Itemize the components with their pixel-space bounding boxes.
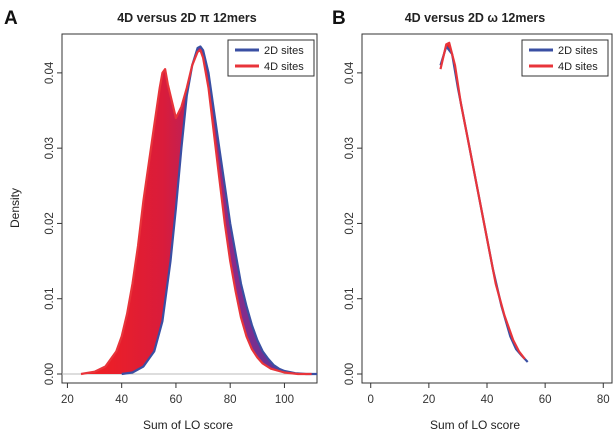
- series-line-4d-sites: [439, 41, 526, 360]
- legend-box: [521, 39, 609, 77]
- x-tick-label: 0: [368, 394, 374, 406]
- panel-a-frame: [61, 33, 318, 384]
- x-tick-label: 20: [61, 394, 74, 406]
- x-tick-label: 80: [224, 394, 237, 406]
- legend-box: [227, 39, 315, 77]
- panel-b-y-axis: 0.00 0.01 0.02 0.03 0.04: [344, 61, 362, 385]
- panel-letter-b: B: [332, 8, 346, 29]
- panel-a-xlabel: Sum of LO score: [143, 418, 233, 432]
- panel-a-series-lines: [80, 45, 317, 376]
- legend-label-2d: 2D sites: [558, 45, 598, 57]
- panel-a-title: 4D versus 2D π 12mers: [117, 11, 257, 25]
- y-tick-label: 0.03: [44, 137, 56, 159]
- series-line-2d-sites: [439, 45, 529, 363]
- density-difference-fill: [81, 46, 317, 374]
- y-tick-label: 0.01: [44, 288, 56, 310]
- x-tick-label: 100: [275, 394, 294, 406]
- legend-label-4d: 4D sites: [558, 61, 598, 73]
- series-line-4d-sites: [80, 49, 312, 376]
- y-tick-label: 0.03: [344, 137, 356, 159]
- panel-b-title: 4D versus 2D ω 12mers: [405, 11, 546, 25]
- panel-a-ylabel: Density: [8, 188, 22, 228]
- panel-b-frame: [361, 33, 613, 384]
- panel-b-legend: 2D sites 4D sites: [521, 39, 609, 77]
- series-line-2d-sites: [121, 45, 317, 376]
- panel-b-x-axis: 0 20 40 60 80: [368, 383, 610, 406]
- panel-a: A 4D versus 2D π 12mers Density Sum of L…: [4, 8, 318, 432]
- y-tick-label: 0.04: [44, 61, 56, 84]
- panel-b-fill-between: [440, 42, 528, 363]
- y-tick-label: 0.00: [44, 363, 56, 385]
- panel-b-xlabel: Sum of LO score: [430, 418, 520, 432]
- panel-a-fill-between: [81, 46, 317, 374]
- panel-letter-a: A: [4, 8, 18, 29]
- x-tick-label: 20: [422, 394, 435, 406]
- panel-a-y-axis: 0.00 0.01 0.02 0.03 0.04: [44, 61, 62, 385]
- panel-a-x-axis: 20 40 60 80 100: [61, 383, 294, 406]
- panel-b: B 4D versus 2D ω 12mers Sum of LO score …: [332, 8, 613, 432]
- x-tick-label: 60: [539, 394, 552, 406]
- x-tick-label: 80: [597, 394, 610, 406]
- y-tick-label: 0.01: [344, 288, 356, 310]
- y-tick-label: 0.02: [44, 212, 56, 234]
- x-tick-label: 60: [170, 394, 183, 406]
- panel-a-legend: 2D sites 4D sites: [227, 39, 315, 77]
- panel-b-series-lines: [439, 41, 529, 363]
- legend-label-2d: 2D sites: [264, 45, 304, 57]
- y-tick-label: 0.00: [344, 363, 356, 385]
- legend-label-4d: 4D sites: [264, 61, 304, 73]
- y-tick-label: 0.04: [344, 61, 356, 84]
- density-difference-fill: [440, 42, 528, 363]
- x-tick-label: 40: [481, 394, 494, 406]
- x-tick-label: 40: [115, 394, 128, 406]
- y-tick-label: 0.02: [344, 212, 356, 234]
